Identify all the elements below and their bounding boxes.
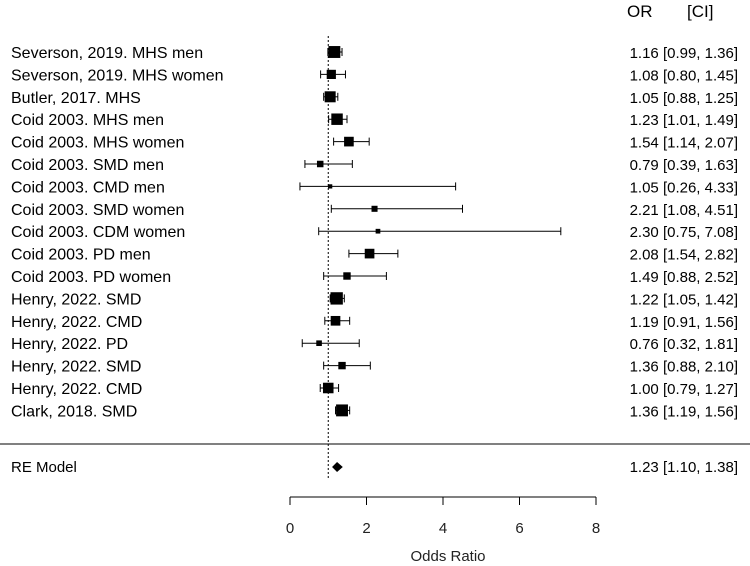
summary-label: RE Model (11, 459, 77, 476)
study-estimate: 2.08 [1.54, 2.82] (630, 247, 738, 264)
point-estimate (344, 136, 354, 147)
study-row: Coid 2003. SMD women 2.21 [1.08, 4.51] (11, 202, 738, 219)
study-estimate: 1.05 [0.88, 1.25] (630, 90, 738, 107)
study-label: Coid 2003. SMD men (11, 157, 164, 174)
study-row: Butler, 2017. MHS 1.05 [0.88, 1.25] (11, 90, 738, 107)
summary-diamond (332, 462, 343, 472)
point-estimate (375, 228, 381, 234)
study-row: Coid 2003. CMD men 1.05 [0.26, 4.33] (11, 179, 738, 196)
study-row: Henry, 2022. SMD 1.36 [0.88, 2.10] (11, 359, 738, 376)
study-estimate: 0.79 [0.39, 1.63] (630, 157, 738, 174)
study-estimate: 2.21 [1.08, 4.51] (630, 202, 738, 219)
summary-estimate: 1.23 [1.10, 1.38] (630, 459, 738, 476)
study-estimate: 2.30 [0.75, 7.08] (630, 224, 738, 241)
study-label: Coid 2003. CMD men (11, 179, 165, 196)
x-tick-label: 4 (439, 520, 447, 537)
study-row: Coid 2003. CDM women 2.30 [0.75, 7.08] (11, 224, 738, 241)
study-label: Coid 2003. PD men (11, 247, 151, 264)
point-estimate (330, 292, 343, 305)
study-estimate: 1.05 [0.26, 4.33] (630, 179, 738, 196)
x-axis: 0 2 4 6 8 (286, 496, 600, 537)
point-estimate (322, 382, 334, 394)
study-row: Severson, 2019. MHS men 1.16 [0.99, 1.36] (11, 45, 738, 62)
study-estimate: 1.36 [0.88, 2.10] (630, 359, 738, 376)
x-axis-title: Odds Ratio (410, 548, 485, 565)
study-label: Coid 2003. PD women (11, 269, 171, 286)
study-estimate: 1.54 [1.14, 2.07] (630, 135, 738, 152)
point-estimate (326, 69, 336, 79)
study-row: Coid 2003. PD women 1.49 [0.88, 2.52] (11, 269, 738, 286)
point-estimate (338, 361, 346, 370)
study-row: Henry, 2022. CMD 1.00 [0.79, 1.27] (11, 381, 738, 398)
study-label: Butler, 2017. MHS (11, 90, 141, 107)
study-rows: Severson, 2019. MHS men 1.16 [0.99, 1.36]… (11, 45, 738, 420)
study-label: Coid 2003. MHS men (11, 112, 164, 129)
study-label: Henry, 2022. SMD (11, 291, 141, 308)
study-row: Coid 2003. PD men 2.08 [1.54, 2.82] (11, 247, 738, 264)
study-label: Henry, 2022. CMD (11, 381, 142, 398)
point-estimate (316, 160, 324, 168)
x-tick-label: 6 (515, 520, 523, 537)
point-estimate (336, 404, 348, 417)
point-estimate (316, 340, 322, 346)
point-estimate (328, 46, 341, 58)
study-label: Coid 2003. CDM women (11, 224, 185, 241)
header-or: OR (627, 2, 653, 21)
study-estimate: 1.22 [1.05, 1.42] (630, 291, 738, 308)
study-estimate: 1.00 [0.79, 1.27] (630, 381, 738, 398)
header-ci: [CI] (687, 2, 713, 21)
point-estimate (364, 248, 375, 259)
study-row: Henry, 2022. SMD 1.22 [1.05, 1.42] (11, 291, 738, 308)
study-label: Clark, 2018. SMD (11, 403, 137, 420)
study-row: Coid 2003. MHS men 1.23 [1.01, 1.49] (11, 112, 738, 129)
study-row: Severson, 2019. MHS women 1.08 [0.80, 1.4… (11, 67, 738, 84)
study-row: Henry, 2022. CMD 1.19 [0.91, 1.56] (11, 314, 738, 331)
x-tick-label: 0 (286, 520, 294, 537)
x-tick-label: 8 (592, 520, 600, 537)
study-estimate: 1.49 [0.88, 2.52] (630, 269, 738, 286)
study-estimate: 1.36 [1.19, 1.56] (630, 403, 738, 420)
study-estimate: 1.19 [0.91, 1.56] (630, 314, 738, 331)
study-estimate: 1.23 [1.01, 1.49] (630, 112, 738, 129)
point-estimate (371, 205, 378, 212)
study-label: Henry, 2022. PD (11, 336, 128, 353)
point-estimate (324, 91, 336, 103)
study-label: Henry, 2022. CMD (11, 314, 142, 331)
study-estimate: 1.08 [0.80, 1.45] (630, 67, 738, 84)
study-row: Coid 2003. MHS women 1.54 [1.14, 2.07] (11, 135, 738, 152)
point-estimate (331, 113, 343, 125)
study-label: Coid 2003. MHS women (11, 135, 184, 152)
study-label: Severson, 2019. MHS women (11, 67, 224, 84)
study-estimate: 1.16 [0.99, 1.36] (630, 45, 738, 62)
point-estimate (328, 184, 333, 189)
study-estimate: 0.76 [0.32, 1.81] (630, 336, 738, 353)
study-row: Clark, 2018. SMD 1.36 [1.19, 1.56] (11, 403, 738, 420)
point-estimate (330, 315, 341, 326)
study-label: Henry, 2022. SMD (11, 359, 141, 376)
study-label: Severson, 2019. MHS men (11, 45, 203, 62)
x-tick-label: 2 (362, 520, 370, 537)
study-row: Coid 2003. SMD men 0.79 [0.39, 1.63] (11, 157, 738, 174)
study-label: Coid 2003. SMD women (11, 202, 184, 219)
study-row: Henry, 2022. PD 0.76 [0.32, 1.81] (11, 336, 738, 353)
point-estimate (343, 272, 351, 280)
